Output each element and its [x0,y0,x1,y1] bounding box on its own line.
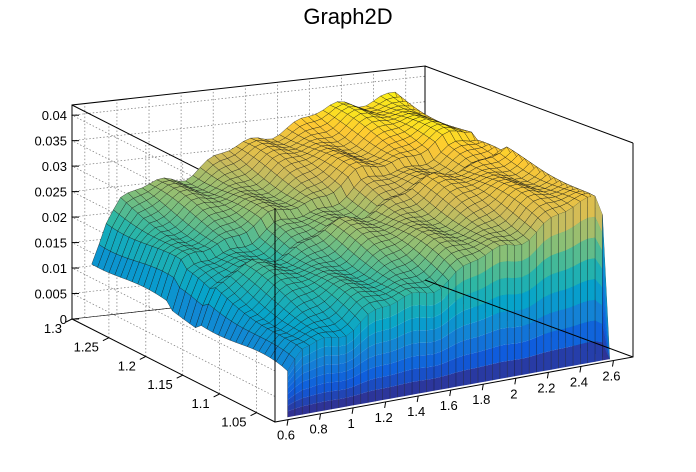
chart-title: Graph2D [303,4,393,29]
x-tick-label: 2.6 [602,369,620,384]
x-tick-label: 1 [347,416,354,431]
z-tick-label: 0.035 [34,134,67,149]
surface-mesh [91,91,610,418]
x-tick-label: 2 [510,386,517,401]
z-tick-label: 0 [60,312,67,327]
z-tick-label: 0.04 [42,108,67,123]
x-tick-label: 0.8 [310,422,328,437]
y-tick-label: 1.1 [192,396,210,411]
y-tick-label: 1.05 [221,415,246,430]
z-tick-label: 0.01 [42,261,67,276]
z-tick-label: 0.02 [42,210,67,225]
front-box-edges [274,143,634,423]
y-tick-label: 1.25 [74,340,99,355]
y-tick-label: 1.3 [44,321,62,336]
x-tick-label: 1.2 [375,410,393,425]
z-tick-label: 0.005 [34,287,67,302]
x-tick-label: 0.6 [277,428,295,443]
x-tick-label: 2.2 [537,380,555,395]
x-tick-label: 1.8 [472,392,490,407]
y-tick-label: 1.2 [118,358,136,373]
x-tick-label: 2.4 [570,374,588,389]
z-tick-label: 0.015 [34,236,67,251]
z-tick-label: 0.025 [34,185,67,200]
y-tick-label: 1.15 [147,377,172,392]
z-tick-label: 0.03 [42,159,67,174]
x-tick-label: 1.6 [440,398,458,413]
x-tick-label: 1.4 [407,404,425,419]
axis-ticks: 0 0.005 0.01 0.015 0.02 0.025 0.03 0.035 0.04 1.0… [34,108,620,442]
